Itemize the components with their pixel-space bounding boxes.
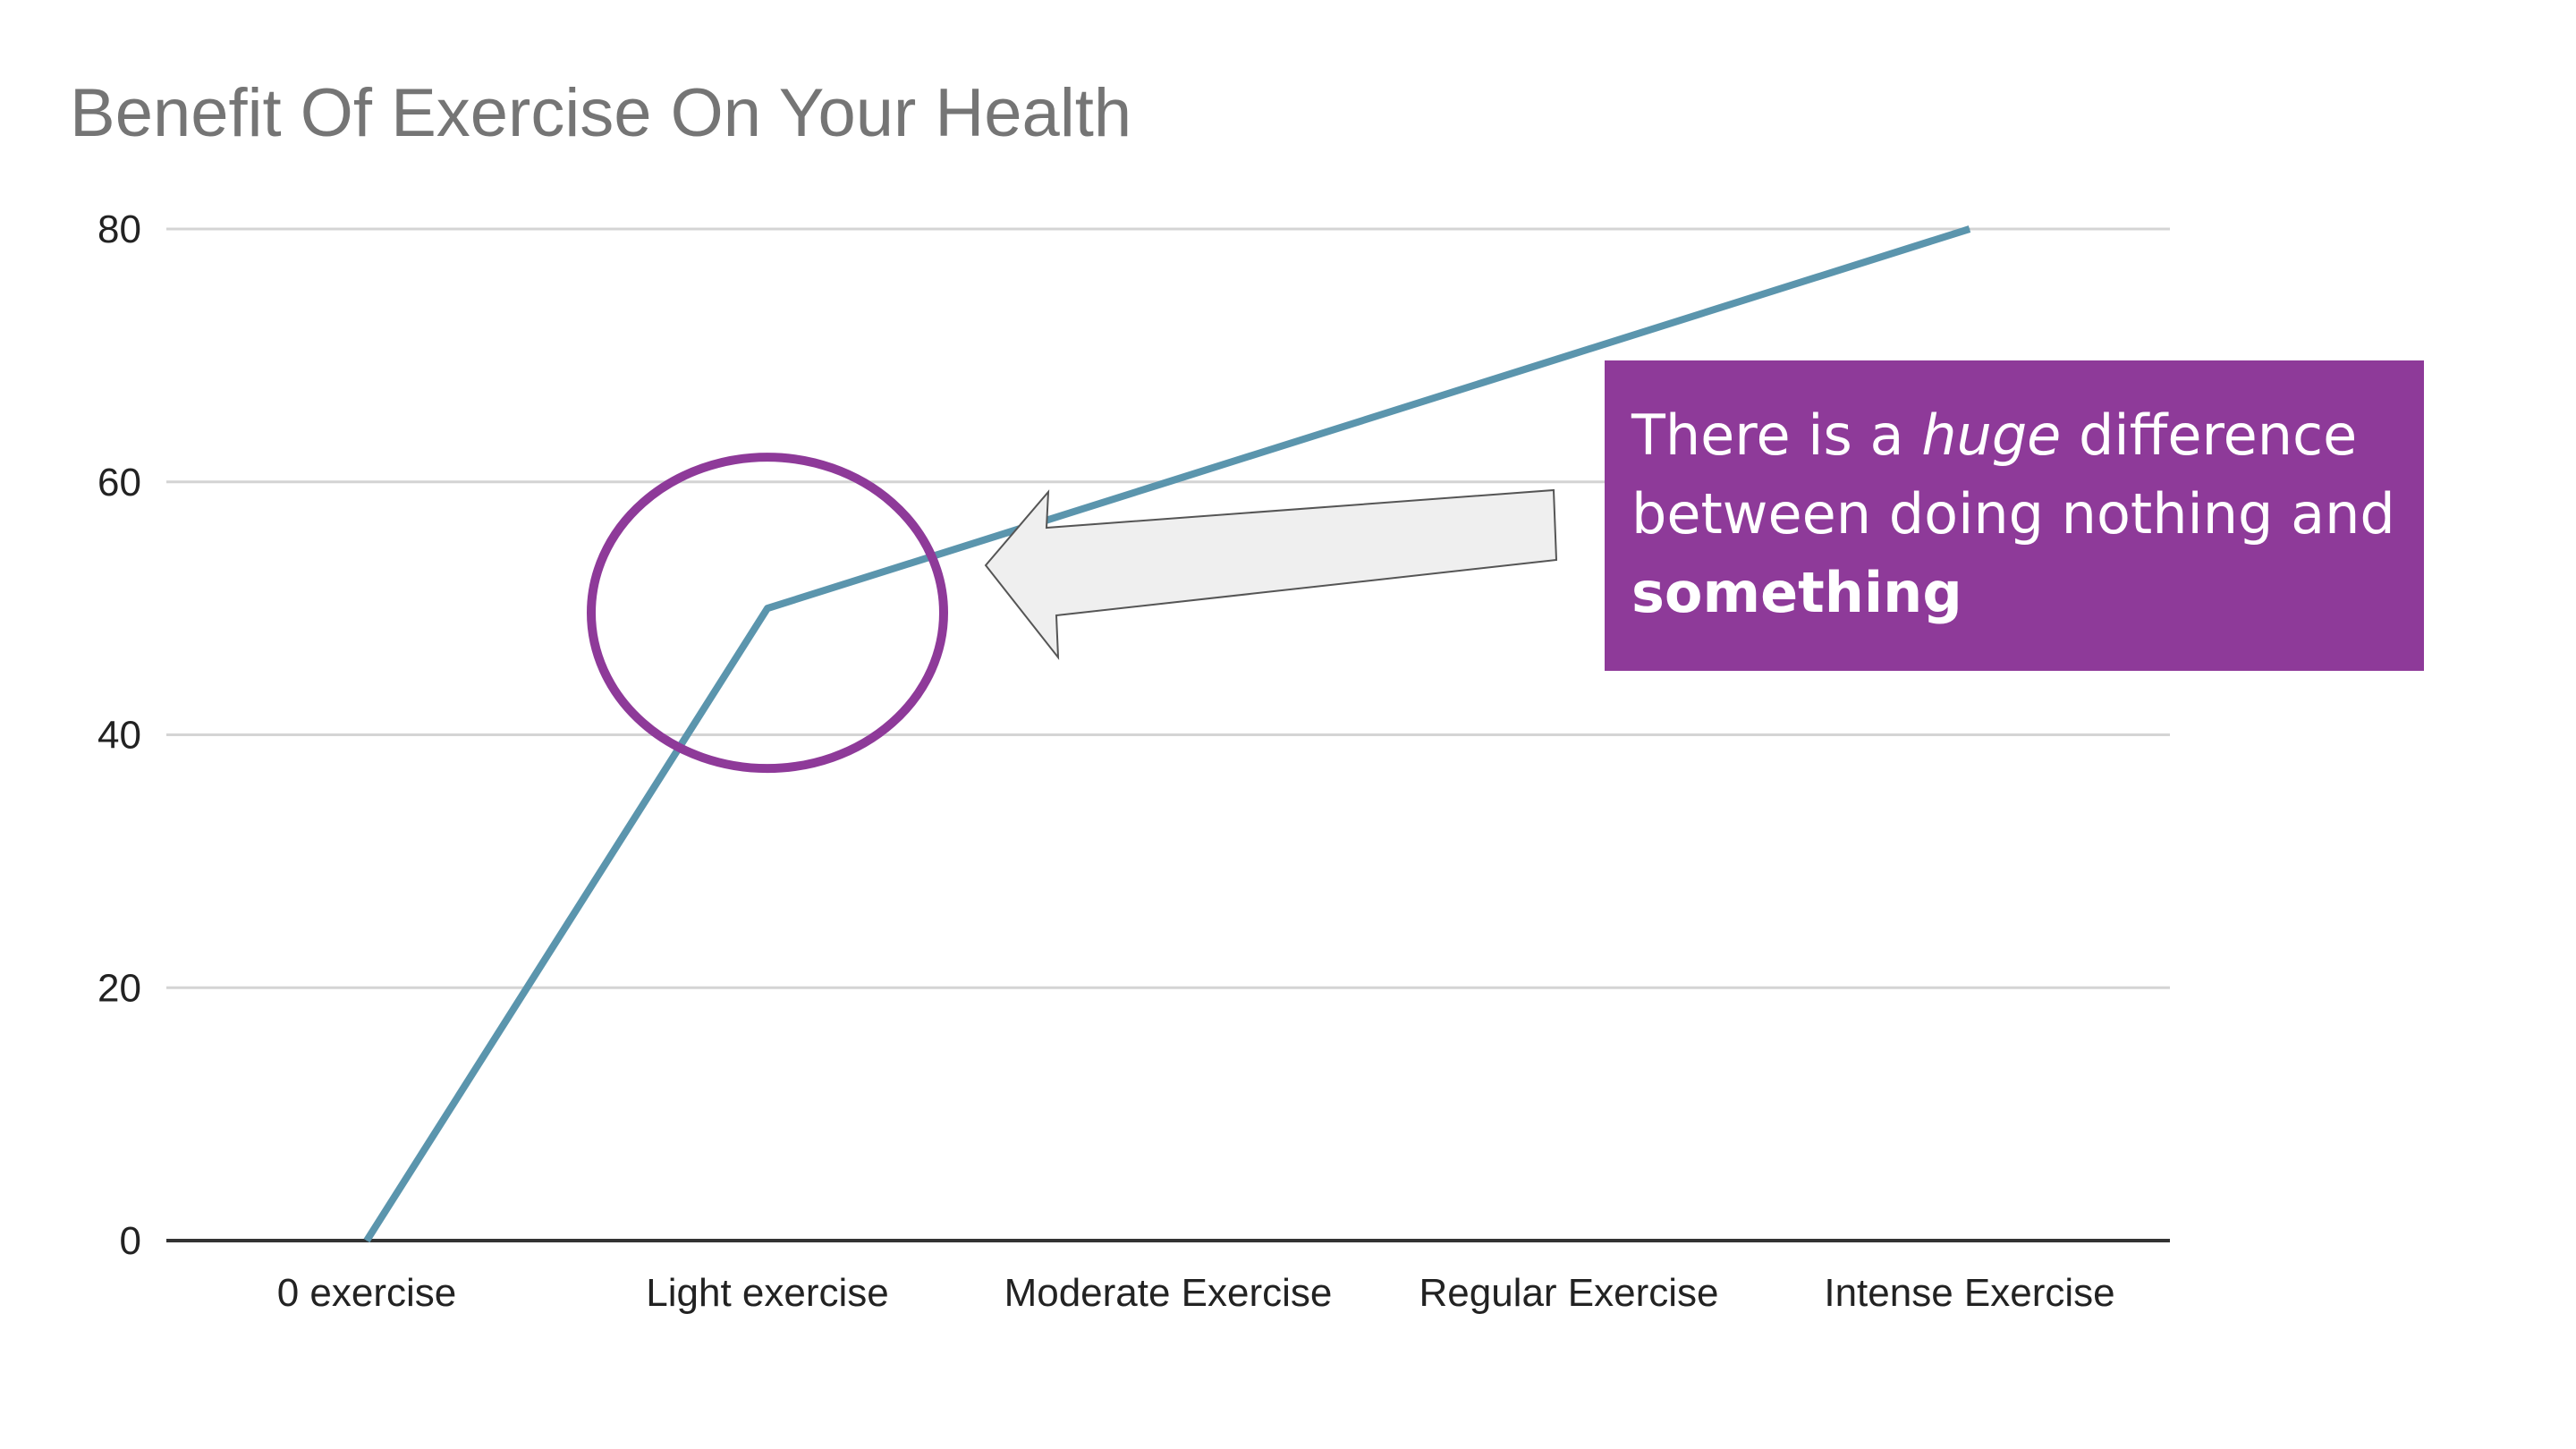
highlight-circle xyxy=(587,453,948,774)
callout-text-emphasis: huge xyxy=(1921,402,2062,468)
y-tick-label: 40 xyxy=(97,714,141,758)
y-tick-label: 60 xyxy=(97,461,141,504)
callout-text-strong: something xyxy=(1631,560,1962,625)
callout-box xyxy=(1605,360,2424,671)
x-tick-label: Moderate Exercise xyxy=(1004,1271,1333,1315)
chart-title: Benefit Of Exercise On Your Health xyxy=(70,75,1131,151)
callout-text-part1: There is a xyxy=(1631,402,1922,468)
data-point xyxy=(767,607,768,609)
y-tick-label: 20 xyxy=(97,966,141,1010)
callout-text-part2: difference between doing nothing and xyxy=(1631,402,2395,547)
y-tick-labels: 0 20 40 60 80 xyxy=(97,208,141,1263)
data-point xyxy=(1568,354,1570,356)
series-layer xyxy=(363,225,1971,1243)
y-tick-label: 80 xyxy=(97,208,141,251)
callout-arrow-icon xyxy=(984,488,1558,661)
x-tick-label: Regular Exercise xyxy=(1419,1271,1718,1315)
x-tick-label: Intense Exercise xyxy=(1824,1271,2114,1315)
x-tick-labels: 0 exercise Light exercise Moderate Exercis… xyxy=(277,1271,2115,1315)
x-tick-label: 0 exercise xyxy=(277,1271,457,1315)
y-tick-label: 0 xyxy=(120,1219,141,1263)
callout-text: There is a huge difference between doing… xyxy=(1605,360,2424,671)
data-point xyxy=(1167,481,1169,483)
x-tick-label: Light exercise xyxy=(646,1271,888,1315)
